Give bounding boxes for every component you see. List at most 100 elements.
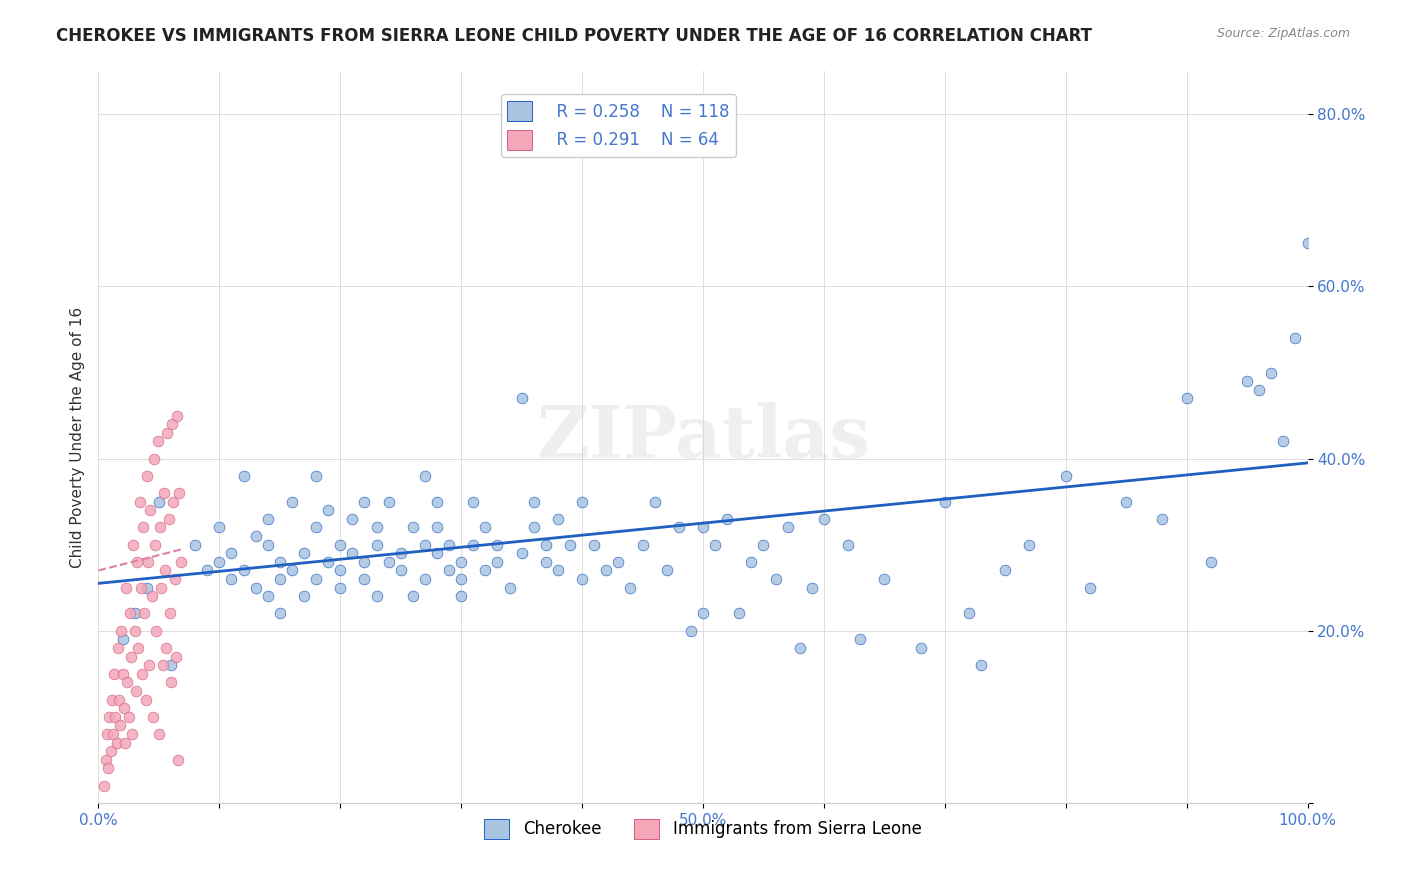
Point bbox=[655, 564, 678, 578]
Point bbox=[159, 607, 181, 621]
Point bbox=[108, 718, 131, 732]
Point bbox=[366, 538, 388, 552]
Point bbox=[152, 658, 174, 673]
Point bbox=[486, 538, 509, 552]
Point bbox=[135, 468, 157, 483]
Point bbox=[957, 607, 980, 621]
Point bbox=[389, 564, 412, 578]
Point bbox=[813, 512, 835, 526]
Point bbox=[152, 486, 174, 500]
Point bbox=[1018, 538, 1040, 552]
Point bbox=[970, 658, 993, 673]
Point bbox=[111, 632, 134, 647]
Point bbox=[111, 666, 134, 681]
Point bbox=[232, 564, 254, 578]
Point bbox=[195, 564, 218, 578]
Point bbox=[125, 684, 148, 698]
Point bbox=[366, 589, 388, 603]
Point bbox=[169, 486, 191, 500]
Point bbox=[131, 666, 153, 681]
Point bbox=[245, 529, 267, 543]
Point bbox=[353, 494, 375, 508]
Point bbox=[103, 666, 125, 681]
Point bbox=[1078, 581, 1101, 595]
Point bbox=[692, 607, 714, 621]
Point bbox=[450, 555, 472, 569]
Point bbox=[110, 624, 132, 638]
Point bbox=[305, 520, 328, 534]
Point bbox=[450, 589, 472, 603]
Text: CHEROKEE VS IMMIGRANTS FROM SIERRA LEONE CHILD POVERTY UNDER THE AGE OF 16 CORRE: CHEROKEE VS IMMIGRANTS FROM SIERRA LEONE… bbox=[56, 27, 1092, 45]
Point bbox=[1249, 383, 1271, 397]
Point bbox=[510, 546, 533, 560]
Point bbox=[208, 520, 231, 534]
Text: Source: ZipAtlas.com: Source: ZipAtlas.com bbox=[1216, 27, 1350, 40]
Point bbox=[426, 520, 449, 534]
Point bbox=[160, 417, 183, 432]
Point bbox=[704, 538, 727, 552]
Point bbox=[163, 572, 186, 586]
Point bbox=[571, 494, 593, 508]
Point bbox=[547, 564, 569, 578]
Point bbox=[1054, 468, 1077, 483]
Point bbox=[221, 572, 243, 586]
Point bbox=[97, 761, 120, 775]
Point bbox=[668, 520, 690, 534]
Point bbox=[740, 555, 762, 569]
Point bbox=[135, 581, 157, 595]
Point bbox=[256, 538, 278, 552]
Point bbox=[269, 607, 291, 621]
Point bbox=[256, 512, 278, 526]
Point bbox=[776, 520, 799, 534]
Point bbox=[583, 538, 606, 552]
Point bbox=[377, 555, 399, 569]
Point bbox=[269, 572, 291, 586]
Point bbox=[1260, 366, 1282, 380]
Point bbox=[148, 727, 170, 741]
Point bbox=[150, 581, 173, 595]
Point bbox=[208, 555, 231, 569]
Point bbox=[534, 538, 557, 552]
Point bbox=[728, 607, 751, 621]
Point bbox=[1152, 512, 1174, 526]
Point bbox=[281, 494, 304, 508]
Legend: Cherokee, Immigrants from Sierra Leone: Cherokee, Immigrants from Sierra Leone bbox=[478, 812, 928, 846]
Point bbox=[145, 624, 167, 638]
Point bbox=[353, 572, 375, 586]
Point bbox=[134, 607, 156, 621]
Point bbox=[679, 624, 702, 638]
Point bbox=[450, 572, 472, 586]
Point bbox=[910, 640, 932, 655]
Point bbox=[716, 512, 738, 526]
Point bbox=[132, 520, 155, 534]
Point bbox=[752, 538, 775, 552]
Point bbox=[269, 555, 291, 569]
Point bbox=[463, 538, 485, 552]
Point bbox=[142, 710, 165, 724]
Point bbox=[135, 692, 157, 706]
Point bbox=[765, 572, 787, 586]
Point bbox=[93, 779, 115, 793]
Point bbox=[165, 649, 187, 664]
Point bbox=[316, 503, 339, 517]
Point bbox=[1236, 374, 1258, 388]
Point bbox=[124, 624, 146, 638]
Point bbox=[124, 607, 146, 621]
Point bbox=[437, 564, 460, 578]
Point bbox=[547, 512, 569, 526]
Point bbox=[1272, 434, 1295, 449]
Point bbox=[108, 692, 131, 706]
Point bbox=[160, 658, 183, 673]
Point bbox=[837, 538, 859, 552]
Point bbox=[104, 710, 127, 724]
Point bbox=[100, 744, 122, 758]
Point bbox=[413, 468, 436, 483]
Point bbox=[149, 520, 172, 534]
Point bbox=[141, 589, 163, 603]
Point bbox=[413, 538, 436, 552]
Point bbox=[155, 640, 177, 655]
Point bbox=[118, 710, 141, 724]
Point bbox=[167, 753, 190, 767]
Point bbox=[127, 555, 149, 569]
Point bbox=[136, 555, 159, 569]
